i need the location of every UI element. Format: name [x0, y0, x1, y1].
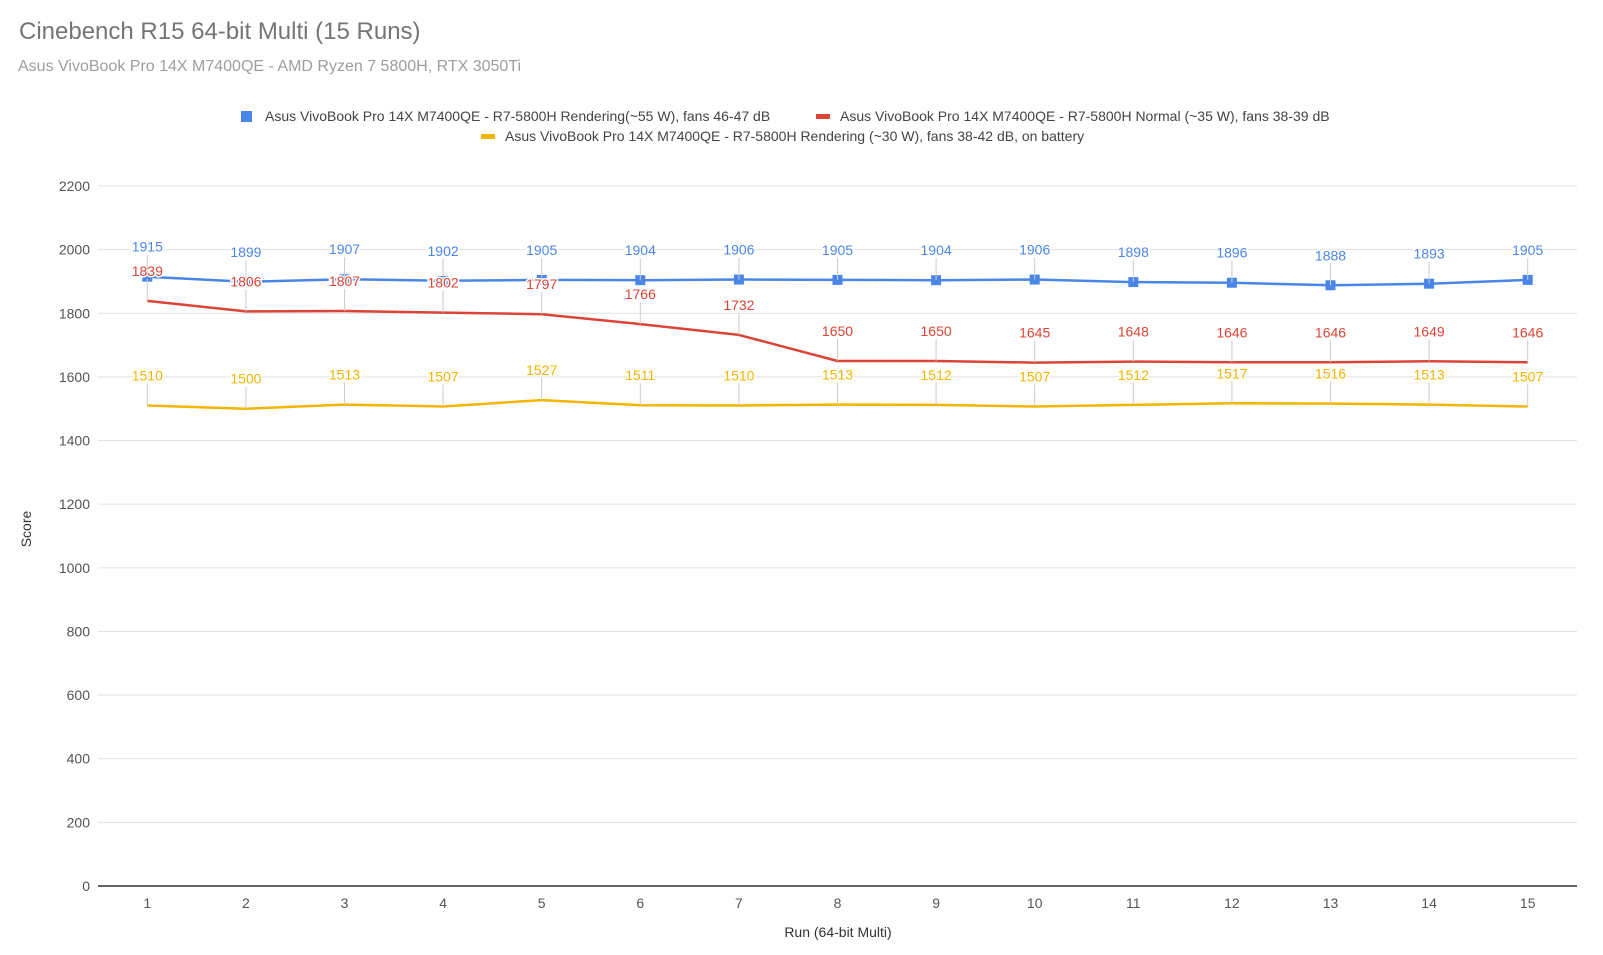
legend-swatch-series-2 [816, 114, 830, 119]
series-2-data-label: 1732 [723, 297, 754, 313]
x-tick-label: 12 [1224, 895, 1240, 911]
x-tick-label: 13 [1323, 895, 1339, 911]
series-1-data-label: 1905 [822, 242, 853, 258]
legend-label-series-1: Asus VivoBook Pro 14X M7400QE - R7-5800H… [265, 108, 770, 124]
series-3-data-label: 1512 [921, 367, 952, 383]
series-3-data-label: 1507 [428, 369, 459, 385]
series-1-data-label: 1905 [1512, 242, 1543, 258]
y-tick-label: 0 [82, 878, 90, 894]
series-3-data-label: 1510 [132, 368, 163, 384]
series-3-data-label: 1511 [625, 367, 655, 383]
series-1-data-label: 1915 [132, 239, 163, 255]
series-2-data-label: 1766 [625, 286, 656, 302]
series-1-data-label: 1896 [1216, 245, 1247, 261]
y-tick-label: 600 [67, 687, 91, 703]
series-3-data-label: 1513 [1414, 367, 1445, 383]
series-3-data-label: 1513 [822, 367, 853, 383]
series-1-data-label: 1904 [921, 242, 952, 258]
legend-label-series-2: Asus VivoBook Pro 14X M7400QE - R7-5800H… [840, 108, 1330, 124]
y-tick-label: 400 [67, 751, 91, 767]
series-3-data-label: 1513 [329, 367, 360, 383]
chart-subtitle: Asus VivoBook Pro 14X M7400QE - AMD Ryze… [18, 58, 522, 75]
series-2-data-label: 1646 [1315, 324, 1346, 340]
series-1-data-label: 1904 [625, 242, 656, 258]
series-2-data-label: 1649 [1414, 323, 1445, 339]
x-tick-label: 15 [1520, 895, 1536, 911]
x-tick-label: 11 [1126, 895, 1141, 911]
series-2-data-label: 1807 [329, 273, 360, 289]
series-1-data-label: 1893 [1414, 246, 1445, 262]
y-tick-label: 200 [67, 814, 91, 830]
y-axis-title: Score [18, 511, 34, 548]
series-1-data-label: 1899 [230, 244, 261, 260]
legend-label-series-3: Asus VivoBook Pro 14X M7400QE - R7-5800H… [505, 128, 1084, 144]
series-1-data-label: 1898 [1118, 244, 1149, 260]
series-3-data-label: 1507 [1512, 369, 1543, 385]
x-tick-label: 14 [1421, 895, 1437, 911]
x-tick-label: 4 [439, 895, 447, 911]
series-2-data-label: 1645 [1019, 325, 1050, 341]
series-3-data-label: 1516 [1315, 366, 1346, 382]
y-tick-label: 1200 [59, 496, 90, 512]
series-3-line [147, 398, 1528, 410]
series-3-data-label: 1517 [1216, 365, 1247, 381]
series-1-data-label: 1905 [526, 242, 557, 258]
y-tick-labels: 0 200 400 600 800 1000 1200 1400 1600 1800 2000 220… [59, 178, 90, 894]
gridlines [98, 185, 1577, 887]
series-3-data-label: 1500 [230, 371, 261, 387]
legend-swatch-series-1 [241, 111, 252, 122]
series-3-data-label: 1510 [723, 368, 754, 384]
x-tick-label: 8 [834, 895, 842, 911]
x-tick-label: 2 [242, 895, 250, 911]
x-tick-label: 3 [341, 895, 349, 911]
series-2-data-label: 1797 [526, 276, 557, 292]
y-tick-label: 1400 [59, 433, 90, 449]
x-axis-title: Run (64-bit Multi) [784, 924, 891, 940]
series-2-data-label: 1648 [1118, 324, 1149, 340]
data-labels: 1510 1500 1513 1507 1527 1511 1510 1513 1512 1507… [130, 237, 1545, 409]
series-1-data-label: 1906 [1019, 242, 1050, 258]
x-tick-label: 5 [538, 895, 546, 911]
y-tick-label: 800 [67, 623, 91, 639]
y-tick-label: 2200 [59, 178, 90, 194]
series-3-data-label: 1512 [1118, 367, 1149, 383]
x-tick-label: 10 [1027, 895, 1043, 911]
series-2-data-label: 1646 [1512, 324, 1543, 340]
x-tick-label: 9 [932, 895, 940, 911]
series-1-data-label: 1888 [1315, 247, 1346, 263]
y-tick-label: 1600 [59, 369, 90, 385]
series-2-data-label: 1646 [1216, 324, 1247, 340]
y-tick-label: 1800 [59, 305, 90, 321]
legend-swatch-series-3 [481, 134, 495, 139]
series-1-data-label: 1907 [329, 241, 360, 257]
y-tick-label: 1000 [59, 560, 90, 576]
y-tick-label: 2000 [59, 242, 90, 258]
series-3-data-label: 1527 [526, 362, 557, 378]
series-2-data-label: 1650 [822, 323, 853, 339]
series-1-data-label: 1906 [723, 242, 754, 258]
series-2-data-label: 1650 [921, 323, 952, 339]
legend: Asus VivoBook Pro 14X M7400QE - R7-5800H… [241, 108, 1330, 144]
chart-title: Cinebench R15 64-bit Multi (15 Runs) [19, 18, 421, 45]
series-2-data-label: 1802 [428, 275, 459, 291]
series-1-data-label: 1902 [428, 243, 459, 259]
x-tick-label: 1 [143, 895, 151, 911]
series-3-data-label: 1507 [1019, 369, 1050, 385]
x-tick-labels: 1 2 3 4 5 6 7 8 9 10 11 12 13 14 15 [143, 895, 1535, 911]
x-tick-label: 6 [636, 895, 644, 911]
x-tick-label: 7 [735, 895, 743, 911]
